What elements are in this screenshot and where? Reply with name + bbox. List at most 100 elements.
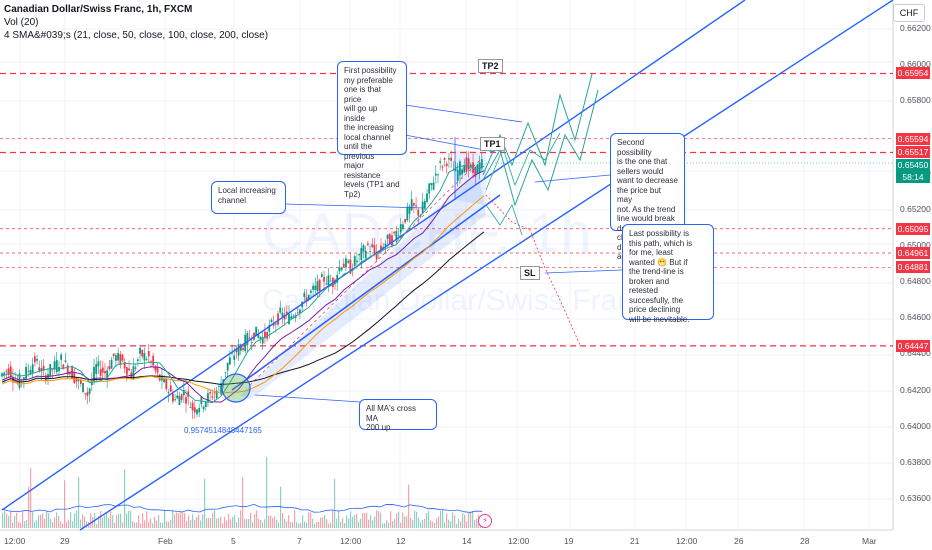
time-tick: Mar <box>862 536 877 546</box>
volume-bar <box>106 512 108 528</box>
candle-body <box>307 294 310 301</box>
volume-bar <box>336 518 338 528</box>
candle-body <box>99 369 102 376</box>
volume-bar <box>448 519 450 528</box>
candle-body <box>399 224 402 233</box>
currency-selector[interactable]: CHF <box>893 4 925 22</box>
volume-bar <box>414 510 416 528</box>
volume-bar <box>170 520 172 528</box>
candle-body <box>393 231 396 234</box>
volume-bar <box>236 522 238 528</box>
candle-body <box>220 383 222 395</box>
volume-bar <box>468 512 470 528</box>
candle-body <box>7 368 10 375</box>
candle-body <box>360 247 363 261</box>
volume-bar <box>354 514 356 528</box>
candle-body <box>432 182 435 190</box>
volume-bar <box>208 517 210 528</box>
volume-bar <box>292 522 294 528</box>
candle-body <box>23 377 25 381</box>
candle-body <box>375 251 378 260</box>
candle-body <box>327 275 330 285</box>
volume-bar <box>438 516 440 528</box>
volume-bar <box>134 522 136 528</box>
volume-bar <box>326 519 328 528</box>
price-tick: 0.65800 <box>900 95 931 106</box>
note-last-possibility[interactable]: Last possibility is this path, which is … <box>622 224 714 324</box>
volume-bar <box>338 510 340 528</box>
local-channel-fill <box>240 170 486 400</box>
candle-body <box>77 379 80 381</box>
volume-bar <box>260 520 262 528</box>
volume-bar <box>8 515 10 528</box>
candle-body <box>450 157 453 161</box>
candle-body <box>325 283 328 285</box>
candle-body <box>134 367 137 369</box>
candle-body <box>259 337 262 339</box>
volume-bar <box>104 515 106 528</box>
candle-body <box>395 231 398 240</box>
volume-bar <box>462 513 464 528</box>
candle-body <box>53 361 56 370</box>
candle-body <box>88 388 91 394</box>
volume-bar <box>264 519 266 528</box>
volume-bar <box>68 519 70 528</box>
volume-bar <box>270 515 272 528</box>
note-local-channel[interactable]: Local increasing channel <box>211 181 286 214</box>
candle-body <box>299 309 301 314</box>
volume-bar <box>344 523 346 528</box>
candle-body <box>132 365 135 380</box>
volume-bar <box>266 456 268 528</box>
volume-bar <box>156 520 158 528</box>
volume-bar <box>366 512 368 528</box>
volume-bar <box>372 520 374 528</box>
volume-bar <box>224 516 226 528</box>
volume-bar <box>276 520 278 528</box>
candle-body <box>104 371 106 374</box>
candle-body <box>147 351 150 357</box>
volume-bar <box>242 477 244 528</box>
candle-body <box>228 357 231 365</box>
volume-bar <box>50 518 52 528</box>
note-ma-cross[interactable]: All MA's cross MA 200 up <box>359 399 437 432</box>
volume-bar <box>420 522 422 528</box>
candle-body <box>152 355 155 366</box>
volume-bar <box>308 512 310 528</box>
candle-body <box>200 396 203 405</box>
candle-body <box>264 331 266 338</box>
candle-body <box>467 158 470 170</box>
note-first-possibility[interactable]: First possibility my preferable one is t… <box>337 61 407 199</box>
volume-bar <box>96 523 98 528</box>
candle-body <box>178 396 181 405</box>
candle-body <box>261 337 264 344</box>
volume-bar <box>110 511 112 528</box>
volume-bar <box>450 521 452 528</box>
candle-body <box>14 380 17 382</box>
candle-body <box>235 348 238 353</box>
lightning-icon[interactable]: ⚡ <box>478 514 492 528</box>
candle-body <box>426 193 428 202</box>
price-tick: 0.63600 <box>900 493 931 503</box>
candle-body <box>3 372 6 376</box>
note-second-possibility[interactable]: Second possibility is the one that selle… <box>610 133 685 261</box>
volume-indicator-label[interactable]: Vol (20) <box>4 17 39 28</box>
candle-body <box>226 362 229 371</box>
projection-path-3 <box>485 132 561 191</box>
volume-bar <box>374 516 376 528</box>
candle-body <box>316 281 319 291</box>
volume-bar <box>476 518 478 528</box>
volume-bar <box>406 515 408 528</box>
candle-body <box>211 396 214 398</box>
candle-body <box>79 380 82 385</box>
candle-body <box>71 366 74 380</box>
volume-bar <box>442 510 444 528</box>
volume-bar <box>398 511 400 528</box>
volume-bar <box>234 515 236 528</box>
volume-bar <box>82 514 84 528</box>
candle-body <box>371 244 374 248</box>
volume-bar <box>248 519 250 528</box>
time-tick: 7 <box>297 536 302 546</box>
candle-body <box>369 251 371 252</box>
sma-indicator-label[interactable]: 4 SMA&#039;s (21, close, 50, close, 100,… <box>4 30 269 41</box>
